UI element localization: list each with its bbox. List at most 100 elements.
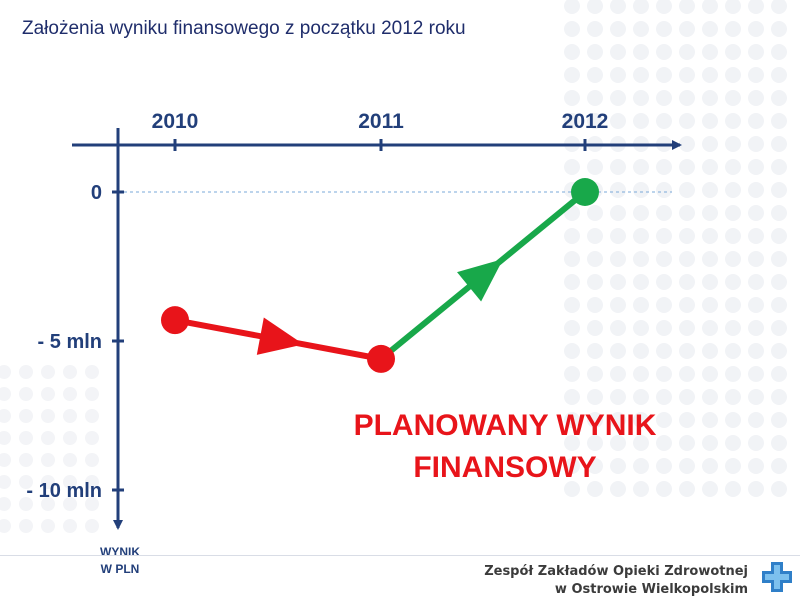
background-dot [679,274,695,290]
background-dot [748,412,764,428]
background-dot [610,182,626,198]
background-dot [748,366,764,382]
y-axis-label: WYNIK W PLN [100,545,140,576]
background-dot [63,519,77,533]
background-dot [610,67,626,83]
x-tick-label: 2011 [358,110,404,133]
background-dot [725,435,741,451]
background-dot [771,0,787,14]
background-dot [610,366,626,382]
background-dot [587,67,603,83]
background-dot [85,409,99,423]
background-dot [610,90,626,106]
background-dot [63,453,77,467]
background-dot [85,497,99,511]
background-dot [748,0,764,14]
background-dot [702,412,718,428]
background-dot [748,67,764,83]
background-dot [41,431,55,445]
data-point [571,178,599,206]
background-dot [587,228,603,244]
background-dot [610,297,626,313]
background-dot [725,458,741,474]
background-dot [610,205,626,221]
background-dot [564,113,580,129]
background-dot [633,21,649,37]
background-dot [633,274,649,290]
background-dot [0,409,11,423]
background-dot [564,320,580,336]
background-dot [19,431,33,445]
background-dot [725,320,741,336]
background-dot [679,67,695,83]
background-dot [85,365,99,379]
data-point [161,306,189,335]
background-dot [0,453,11,467]
background-dot [679,251,695,267]
background-dot [0,497,11,511]
footer-organization: Zespół Zakładów Opieki Zdrowotnej w Ostr… [484,563,748,599]
headline-line-2: FINANSOWY [413,451,597,484]
background-dot [725,251,741,267]
background-dot [771,320,787,336]
background-dot [564,67,580,83]
background-dot [564,481,580,497]
background-dot [610,0,626,14]
background-dot [85,453,99,467]
background-dot [679,366,695,382]
background-dot [771,297,787,313]
background-dot [587,0,603,14]
background-dot [633,320,649,336]
background-dot [656,205,672,221]
background-dot [0,431,11,445]
background-dot [679,481,695,497]
background-dot [633,251,649,267]
background-dot [771,251,787,267]
background-dot [725,182,741,198]
background-dot [19,453,33,467]
background-dot [587,389,603,405]
background-dot [771,44,787,60]
background-dot [702,389,718,405]
background-dot [702,320,718,336]
x-tick-label: 2012 [562,110,609,133]
background-dot [587,274,603,290]
background-dot [656,228,672,244]
background-dot [725,205,741,221]
background-dot [564,44,580,60]
background-dot [19,497,33,511]
background-dot [702,435,718,451]
background-dot [725,389,741,405]
background-dot [725,44,741,60]
background-dot [725,366,741,382]
background-dot [587,44,603,60]
background-dot [587,90,603,106]
background-dot [702,159,718,175]
background-dot [564,0,580,14]
background-dot [564,228,580,244]
background-dot [587,251,603,267]
y-tick-label: 0 [91,182,102,204]
background-dot [633,205,649,221]
background-dot [656,159,672,175]
background-dot [19,365,33,379]
background-dot [679,136,695,152]
background-dot [85,475,99,489]
background-dot [725,0,741,14]
background-dot [41,453,55,467]
background-dot [771,274,787,290]
background-dot [771,435,787,451]
background-dot [656,113,672,129]
background-dot [633,113,649,129]
background-dot [771,113,787,129]
background-dot [610,274,626,290]
background-dot [19,519,33,533]
background-dot [725,412,741,428]
background-dot [633,90,649,106]
background-dot [656,343,672,359]
background-dot [702,182,718,198]
background-dot [564,435,580,451]
background-dot [656,90,672,106]
